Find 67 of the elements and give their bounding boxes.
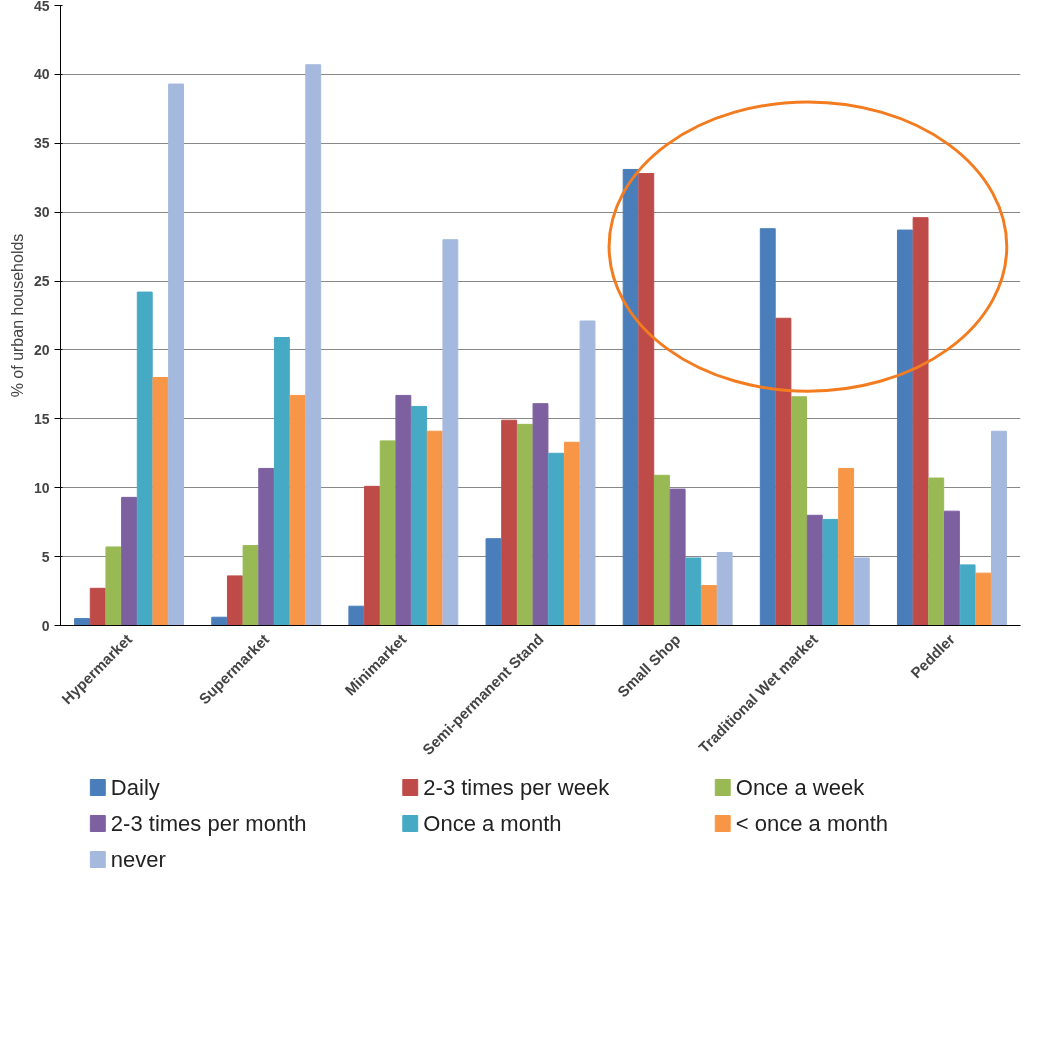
bar bbox=[74, 618, 90, 626]
legend-label: < once a month bbox=[735, 811, 889, 836]
bar bbox=[548, 452, 565, 626]
y-tick-label: 40 bbox=[33, 66, 50, 83]
bar bbox=[364, 485, 380, 626]
bar bbox=[759, 228, 776, 626]
bar bbox=[411, 405, 427, 626]
bar bbox=[136, 291, 153, 626]
bar bbox=[563, 441, 580, 626]
bar bbox=[105, 546, 122, 626]
y-tick-label: 0 bbox=[41, 617, 50, 634]
bar bbox=[379, 440, 396, 626]
bar bbox=[716, 551, 733, 626]
bar bbox=[89, 587, 106, 626]
bar bbox=[258, 467, 275, 626]
bar bbox=[395, 394, 412, 626]
bar bbox=[485, 538, 502, 626]
bar bbox=[975, 572, 992, 626]
bar bbox=[775, 317, 792, 626]
bar bbox=[305, 64, 322, 626]
y-tick-label: 10 bbox=[33, 479, 50, 496]
bar bbox=[943, 510, 960, 626]
bar bbox=[928, 477, 945, 626]
bar bbox=[273, 337, 290, 626]
bar bbox=[121, 496, 138, 626]
bar bbox=[226, 575, 243, 626]
bar bbox=[348, 605, 365, 626]
bar bbox=[791, 396, 808, 626]
bar bbox=[152, 377, 169, 626]
legend-label: Once a month bbox=[423, 811, 562, 836]
bar bbox=[638, 173, 655, 626]
bar bbox=[896, 229, 913, 626]
legend-label: 2-3 times per month bbox=[110, 811, 307, 836]
y-tick-label: 5 bbox=[41, 548, 50, 565]
bar bbox=[822, 518, 839, 626]
bar bbox=[516, 423, 533, 626]
bar bbox=[669, 488, 686, 626]
bar bbox=[622, 168, 639, 626]
bar bbox=[654, 474, 670, 626]
legend-label: never bbox=[110, 847, 166, 872]
legend-label: Daily bbox=[110, 775, 160, 800]
y-tick-label: 45 bbox=[33, 0, 50, 14]
bar bbox=[991, 430, 1007, 626]
bar bbox=[242, 545, 259, 626]
y-tick-label: 35 bbox=[33, 135, 50, 152]
y-tick-label: 25 bbox=[33, 273, 50, 290]
bar bbox=[501, 419, 518, 626]
legend-label: Once a week bbox=[735, 775, 866, 800]
bar bbox=[959, 564, 976, 626]
bar bbox=[853, 557, 870, 626]
bar bbox=[685, 557, 702, 626]
bar bbox=[838, 467, 855, 626]
bar bbox=[579, 320, 596, 626]
bar bbox=[532, 403, 549, 626]
bar bbox=[168, 83, 185, 626]
bar bbox=[442, 239, 459, 626]
bar bbox=[806, 514, 823, 626]
bar bbox=[912, 217, 929, 626]
y-tick-label: 30 bbox=[33, 204, 50, 221]
bar bbox=[211, 616, 228, 626]
bar bbox=[701, 585, 717, 626]
bar bbox=[289, 394, 306, 626]
y-axis-title: % of urban households bbox=[8, 233, 26, 398]
y-tick-label: 15 bbox=[33, 410, 50, 427]
y-tick-label: 20 bbox=[33, 341, 50, 358]
bar bbox=[426, 430, 443, 626]
legend-label: 2-3 times per week bbox=[423, 775, 611, 800]
